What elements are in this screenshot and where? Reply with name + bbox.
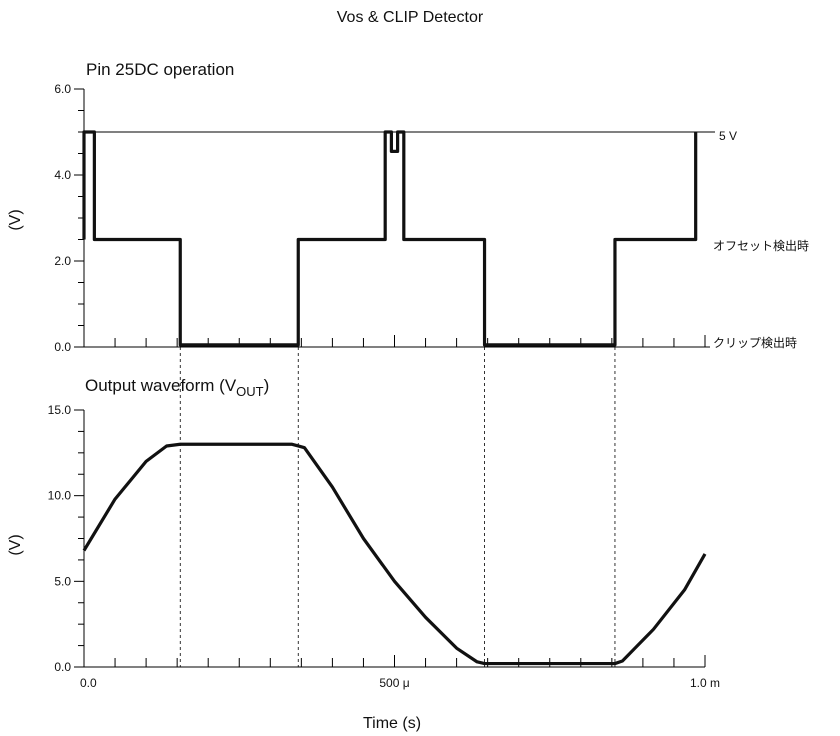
bottom-title-main: Output waveform (V bbox=[85, 376, 237, 395]
clip-detect-label: クリップ検出時 bbox=[713, 336, 797, 350]
offset-detect-label: オフセット検出時 bbox=[713, 239, 809, 253]
bottom-series-line bbox=[82, 442, 707, 666]
top-panel-title: Pin 25DC operation bbox=[86, 60, 234, 79]
guide-lines bbox=[179, 347, 616, 667]
bottom-x-tick-label: 0.0 bbox=[80, 676, 97, 690]
bottom-y-axis-label: (V) bbox=[7, 534, 24, 555]
bottom-title-suffix: ) bbox=[264, 376, 270, 395]
reference-line-label: 5 V bbox=[719, 129, 737, 143]
top-panel: Pin 25DC operation (V) 0.02.04.06.0 5 V … bbox=[7, 60, 809, 354]
bottom-panel: Output waveform (VOUT) (V) 0.0 5.0 10.0 15.… bbox=[7, 376, 720, 732]
bottom-x-tick-label: 500 μ bbox=[379, 676, 409, 690]
bottom-title-sub: OUT bbox=[236, 384, 264, 399]
top-reference bbox=[84, 131, 715, 348]
bottom-x-tick-label: 1.0 m bbox=[690, 676, 720, 690]
top-y-tick-label: 2.0 bbox=[54, 254, 71, 268]
top-series-line bbox=[82, 130, 698, 347]
bottom-y-tick-label: 5.0 bbox=[54, 574, 71, 588]
top-y-tick-label: 4.0 bbox=[54, 168, 71, 182]
bottom-series bbox=[82, 442, 707, 666]
top-y-axis-label: (V) bbox=[7, 209, 24, 230]
bottom-y-tick-label: 10.0 bbox=[48, 489, 72, 503]
bottom-axes: 0.0 5.0 10.0 15.0 0.0 500 μ 1.0 m bbox=[48, 403, 720, 690]
top-series bbox=[82, 130, 698, 347]
figure-title: Vos & CLIP Detector bbox=[337, 9, 484, 26]
top-y-tick-label: 6.0 bbox=[54, 82, 71, 96]
top-axes: 0.0 2.0 4.0 6.0 bbox=[54, 82, 706, 354]
bottom-panel-title: Output waveform (VOUT) bbox=[85, 376, 269, 399]
x-axis-label: Time (s) bbox=[363, 715, 421, 732]
bottom-y-tick-label: 0.0 bbox=[54, 660, 71, 674]
bottom-y-tick-label: 15.0 bbox=[48, 403, 72, 417]
top-y-tick-label: 0.0 bbox=[54, 340, 71, 354]
